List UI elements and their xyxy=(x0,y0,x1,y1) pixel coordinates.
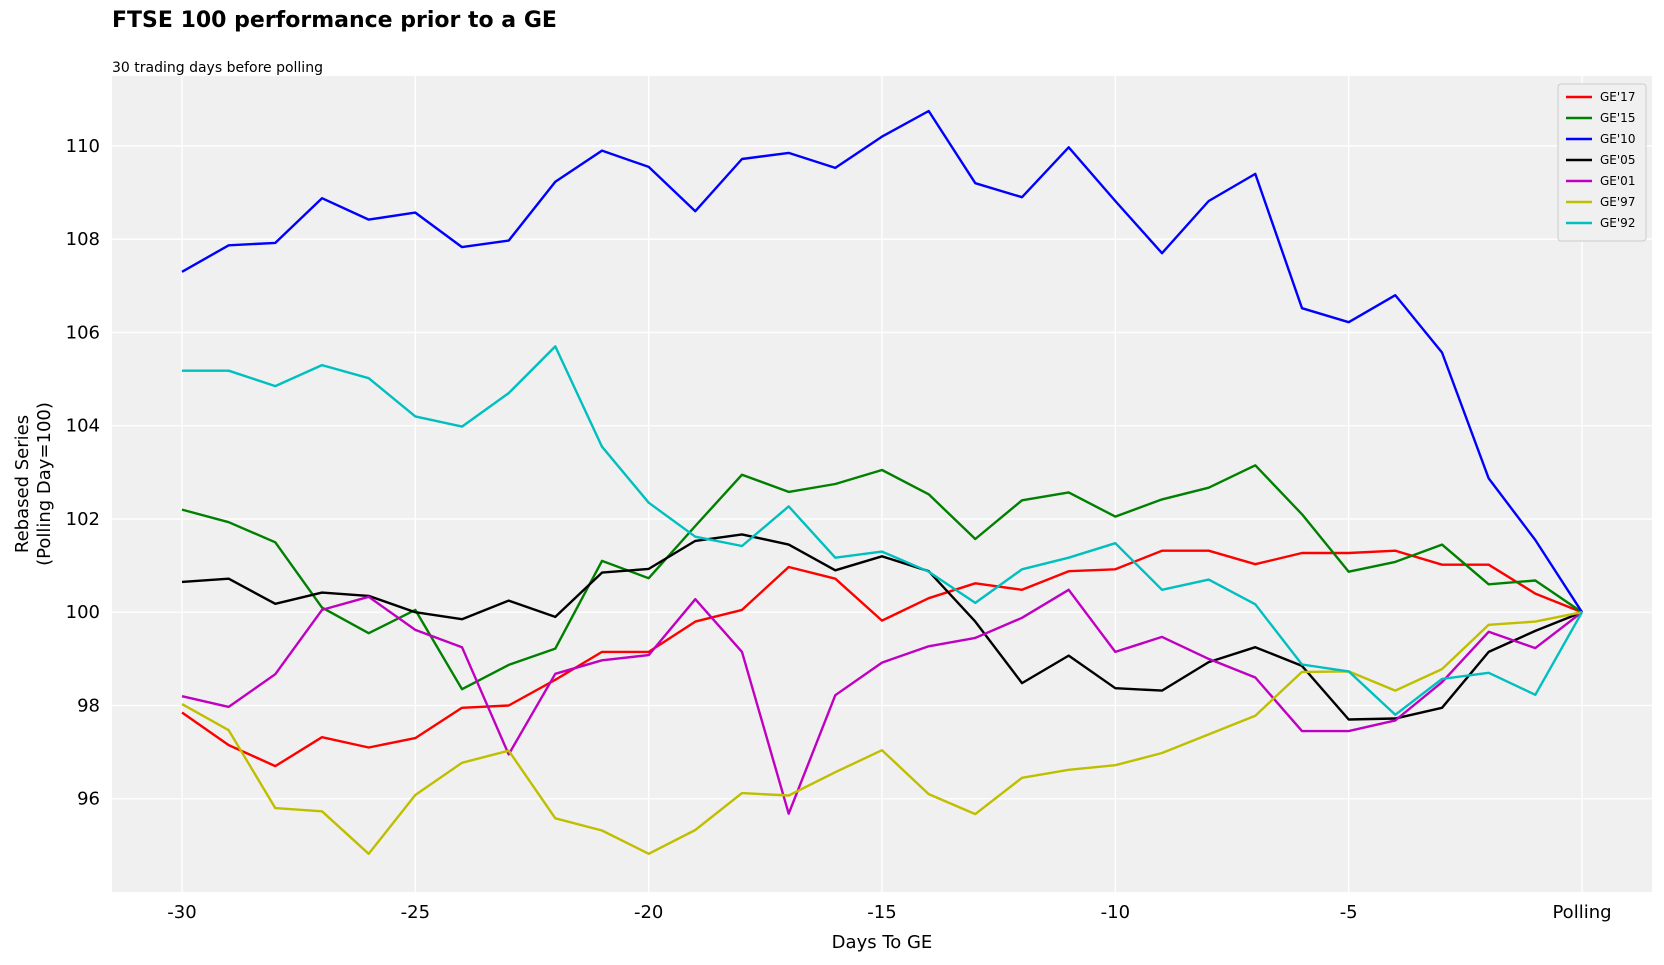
y-tick-label: 110 xyxy=(66,136,100,157)
legend-label: GE'05 xyxy=(1600,153,1635,167)
x-axis-label: Days To GE xyxy=(832,932,933,953)
legend-label: GE'15 xyxy=(1600,111,1635,125)
series-layer xyxy=(181,109,1584,855)
y-axis-label-line2: (Polling Day=100) xyxy=(34,402,55,566)
y-tick-label: 102 xyxy=(66,509,100,530)
x-tick-label: -30 xyxy=(167,902,196,923)
legend: GE'17 GE'15 GE'10 GE'05 GE'01 GE'97 GE'92 xyxy=(1557,83,1647,242)
x-tick-label: -15 xyxy=(867,902,896,923)
y-tick-label: 104 xyxy=(66,416,100,437)
x-tick-label: Polling xyxy=(1552,902,1611,923)
chart-subtitle: 30 trading days before polling xyxy=(112,60,323,76)
legend-label: GE'17 xyxy=(1600,90,1635,104)
legend-label: GE'01 xyxy=(1600,174,1635,188)
series-line-4 xyxy=(181,588,1583,815)
x-tick-label: -20 xyxy=(634,902,663,923)
chart-title: FTSE 100 performance prior to a GE xyxy=(112,8,557,33)
x-tick-label: -5 xyxy=(1340,902,1358,923)
series-line-6 xyxy=(182,345,1584,716)
legend-label: GE'10 xyxy=(1600,132,1635,146)
y-tick-label: 100 xyxy=(66,602,100,623)
y-tick-label: 106 xyxy=(66,322,100,343)
x-tick-label: -25 xyxy=(401,902,430,923)
y-tick-label: 108 xyxy=(66,229,100,250)
x-axis-ticks: -30 -25 -20 -15 -10 -5 Polling xyxy=(167,902,1611,923)
y-axis-label-line1: Rebased Series xyxy=(12,415,33,553)
y-axis-ticks: 96 98 100 102 104 106 108 110 xyxy=(66,136,100,810)
y-tick-label: 96 xyxy=(77,789,100,810)
series-line-2 xyxy=(181,109,1584,613)
series-line-3 xyxy=(181,533,1583,721)
y-tick-label: 98 xyxy=(77,695,100,716)
x-tick-label: -10 xyxy=(1101,902,1130,923)
legend-label: GE'97 xyxy=(1600,195,1635,209)
series-line-1 xyxy=(181,464,1583,691)
legend-label: GE'92 xyxy=(1600,216,1635,230)
series-line-0 xyxy=(181,549,1583,768)
